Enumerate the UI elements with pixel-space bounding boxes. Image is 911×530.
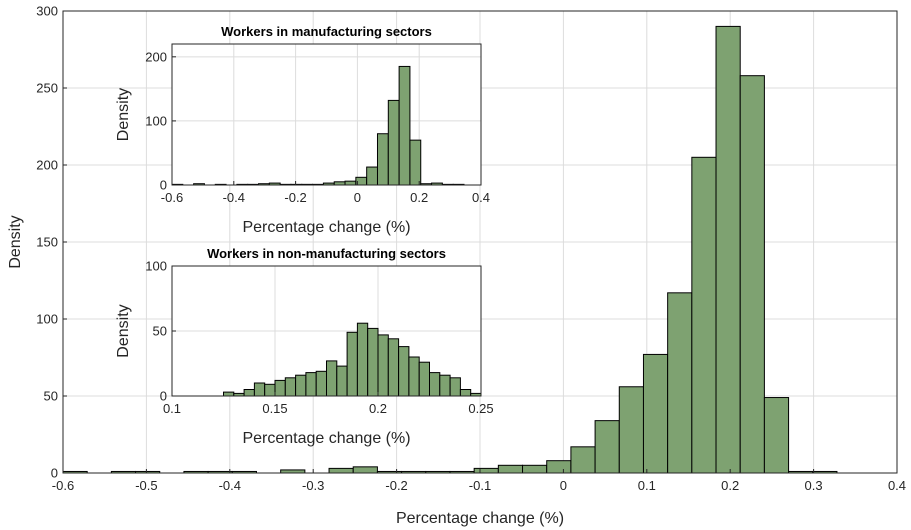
histogram-bar	[377, 334, 389, 397]
chart-title: Workers in non-manufacturing sectors	[207, 246, 446, 261]
y-tick-label: 300	[36, 4, 58, 19]
histogram-bar	[715, 25, 741, 474]
x-tick-label: -0.4	[223, 190, 245, 205]
y-tick-label: 0	[51, 466, 58, 481]
x-tick-label: 0	[354, 190, 361, 205]
histogram-bar	[449, 377, 461, 397]
histogram-bar	[642, 353, 669, 474]
histogram-bar	[546, 460, 572, 474]
y-tick-label: 50	[153, 324, 167, 339]
histogram-bar	[522, 464, 548, 474]
histogram-bar	[243, 389, 255, 397]
histogram-bar	[356, 322, 369, 397]
x-tick-label: 0	[560, 478, 567, 493]
y-tick-label: 250	[36, 81, 58, 96]
histogram-bar	[253, 382, 266, 397]
x-tick-label: 0.4	[888, 478, 906, 493]
x-tick-label: 0.1	[163, 401, 181, 416]
x-tick-label: -0.2	[284, 190, 306, 205]
histogram-bar	[594, 420, 620, 474]
x-tick-label: -0.6	[161, 190, 183, 205]
y-tick-label: 50	[44, 389, 58, 404]
y-tick-label: 200	[145, 49, 167, 64]
histogram-bar	[376, 133, 389, 186]
histogram-bar	[336, 365, 348, 397]
x-tick-label: -0.5	[135, 478, 157, 493]
x-tick-label: 0.3	[805, 478, 823, 493]
x-tick-label: -0.1	[469, 478, 491, 493]
histogram-bar	[305, 372, 317, 397]
x-tick-label: 0.1	[638, 478, 656, 493]
histogram-bar	[667, 292, 693, 474]
histogram-bar	[366, 166, 378, 186]
x-tick-label: 0.25	[468, 401, 493, 416]
x-tick-label: -0.4	[219, 478, 241, 493]
y-tick-label: 100	[145, 113, 167, 128]
histogram-bar	[429, 372, 441, 397]
histogram-bar	[387, 338, 400, 397]
histogram-bar	[326, 360, 338, 397]
histogram-bar	[352, 466, 378, 474]
histogram-bar	[691, 156, 717, 474]
axes-box	[171, 43, 482, 186]
x-tick-label: -0.2	[385, 478, 407, 493]
inset-manufacturing: -0.6 -0.4 -0.2 0 0.2 0.4 0 100 200 Percentage cha…	[115, 24, 490, 236]
histogram-bar	[763, 397, 790, 474]
x-tick-label: -0.6	[52, 478, 74, 493]
x-axis-label: Percentage change (%)	[396, 510, 564, 527]
x-tick-label: 0.2	[369, 401, 387, 416]
histogram-bar	[284, 377, 297, 397]
histogram-bar	[618, 386, 644, 474]
plot-background	[172, 44, 481, 185]
histogram-bar	[570, 446, 596, 474]
y-tick-label: 0	[160, 389, 167, 404]
histogram-bar	[408, 356, 420, 397]
histogram-bar	[497, 464, 524, 474]
histogram-bar	[439, 374, 451, 397]
x-tick-label: 0.15	[262, 401, 287, 416]
y-tick-label: 100	[36, 312, 58, 327]
chart-title: Workers in manufacturing sectors	[221, 24, 432, 39]
histogram-bar	[344, 180, 357, 186]
histogram-bar	[295, 374, 307, 397]
histogram-bar	[418, 361, 431, 397]
x-tick-label: -0.3	[302, 478, 324, 493]
histogram-bar	[346, 331, 358, 397]
y-tick-label: 200	[36, 158, 58, 173]
histogram-bar	[223, 391, 235, 397]
y-axis-label: Density	[115, 304, 132, 357]
x-tick-label: 0.4	[472, 190, 490, 205]
x-tick-label: 0.2	[721, 478, 739, 493]
histogram-bar	[387, 99, 400, 186]
histogram-bar	[315, 370, 328, 397]
histogram-bar	[264, 383, 276, 397]
histogram-bar	[398, 346, 410, 397]
y-axis-label: Density	[115, 88, 132, 141]
histogram-bar	[409, 139, 422, 186]
inset-non-manufacturing: 0.1 0.15 0.2 0.25 0 50 100 Percentage change (%…	[115, 246, 494, 447]
histogram-bar	[398, 65, 411, 186]
histogram-bar	[367, 327, 379, 397]
x-axis-label: Percentage change (%)	[242, 430, 410, 447]
x-axis-label: Percentage change (%)	[242, 219, 410, 236]
histogram-bar	[739, 75, 765, 474]
histogram-bar	[328, 467, 354, 474]
y-tick-label: 0	[160, 178, 167, 193]
histogram-bar	[274, 379, 286, 397]
histogram-bar	[473, 467, 499, 474]
y-tick-label: 100	[145, 259, 167, 274]
y-tick-label: 150	[36, 235, 58, 250]
x-tick-label: 0.2	[410, 190, 428, 205]
y-axis-label: Density	[7, 215, 24, 268]
histogram-bar	[459, 389, 472, 397]
